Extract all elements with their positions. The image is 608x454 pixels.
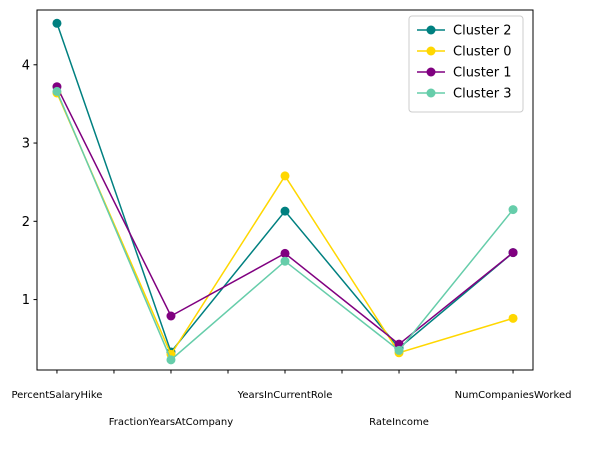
x-tick-label: RateIncome: [369, 417, 429, 428]
y-tick-label: 2: [22, 215, 30, 230]
data-point: [280, 248, 290, 258]
legend: Cluster 2 Cluster 0 Cluster 1 Cluster 3: [408, 15, 524, 113]
legend-entry: Cluster 0: [417, 45, 512, 60]
data-point: [394, 345, 404, 355]
data-point: [280, 256, 290, 266]
legend-marker: [426, 25, 436, 35]
x-tick-label: PercentSalaryHike: [11, 390, 102, 401]
data-point: [52, 18, 62, 28]
data-point: [52, 86, 62, 96]
y-tick-label: 3: [22, 137, 30, 152]
legend-label: Cluster 3: [453, 87, 512, 102]
series-4: [52, 86, 518, 365]
legend-marker: [426, 67, 436, 77]
series-layer: [52, 18, 518, 365]
x-tick-label: NumCompaniesWorked: [455, 390, 572, 401]
axis-layer: 1 2 3 4 PercentSalaryHike FractionYearsAtComp…: [11, 58, 571, 428]
legend-marker: [426, 46, 436, 56]
legend-label: Cluster 2: [453, 24, 512, 39]
y-tick-label: 4: [22, 58, 30, 73]
data-point: [508, 205, 518, 215]
legend-marker: [426, 88, 436, 98]
data-point: [508, 313, 518, 323]
legend-entry: Cluster 1: [417, 66, 512, 81]
data-point: [508, 248, 518, 258]
series-3: [52, 82, 518, 349]
data-point: [166, 311, 176, 321]
data-point: [280, 171, 290, 181]
legend-label: Cluster 0: [453, 45, 512, 60]
legend-entry: Cluster 2: [417, 24, 512, 39]
data-point: [280, 206, 290, 216]
y-tick-label: 1: [22, 293, 30, 308]
legend-label: Cluster 1: [453, 66, 512, 81]
data-point: [394, 339, 404, 349]
legend-box: [408, 15, 524, 113]
x-tick-label: YearsInCurrentRole: [237, 390, 333, 401]
legend-entry: Cluster 3: [417, 87, 512, 102]
data-point: [166, 355, 176, 365]
x-tick-label: FractionYearsAtCompany: [109, 417, 234, 428]
